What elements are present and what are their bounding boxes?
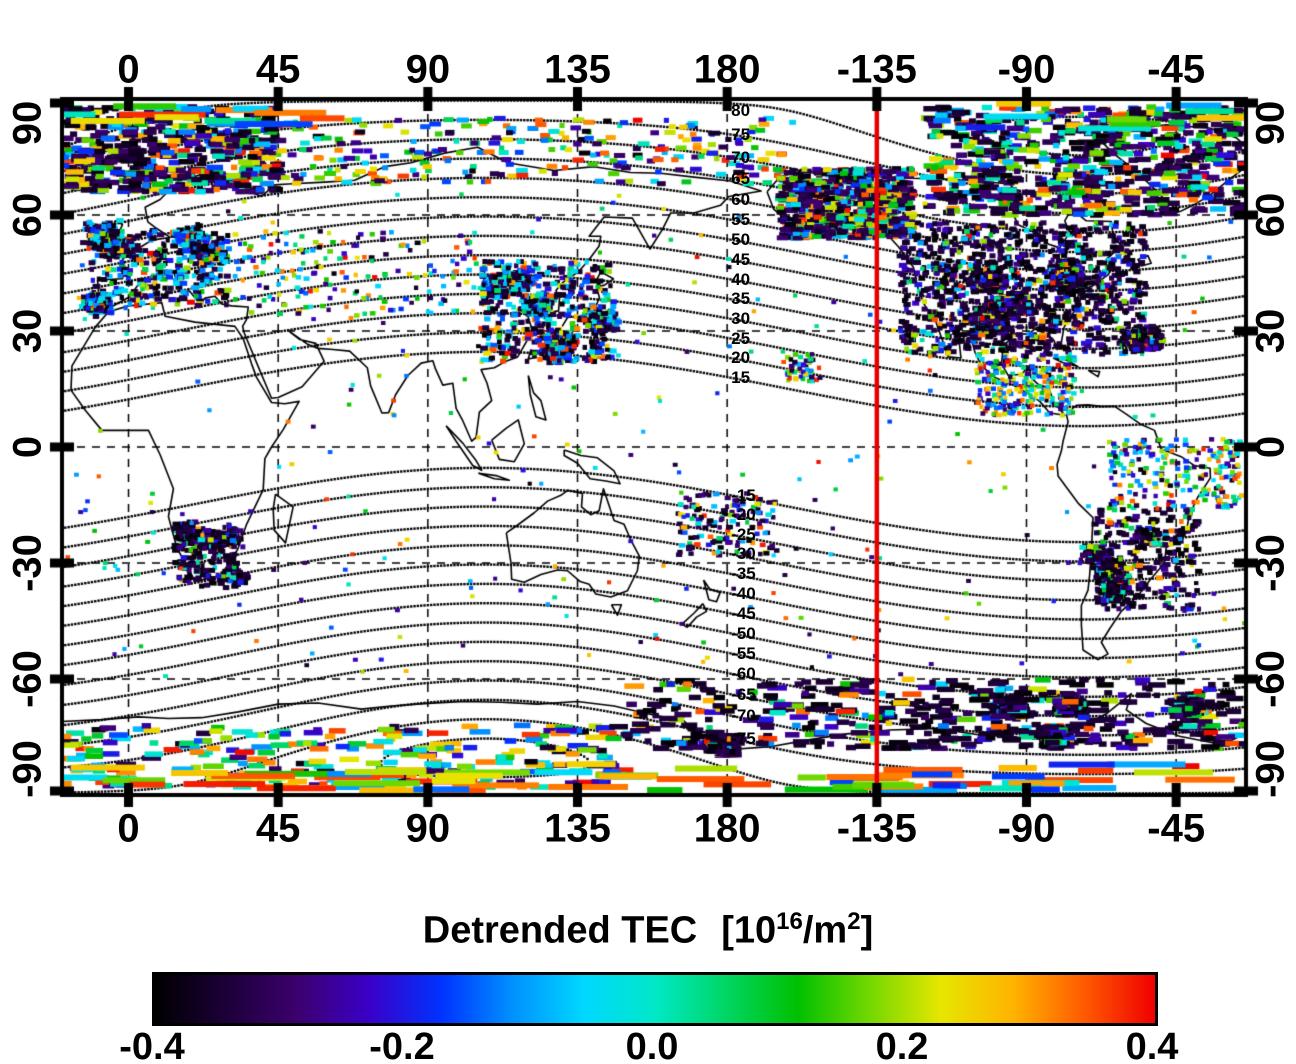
lon-tick-label-top: -135 [836,47,917,92]
contour-label: -65 [731,684,756,704]
lat-tick-label-left: -30 [5,534,50,592]
lon-tick-label-top: 45 [255,47,301,92]
contour-label: -30 [731,544,756,564]
contour-label: -70 [731,705,756,725]
contour-label: -25 [731,524,756,544]
lat-tick-label-left: 60 [5,192,50,238]
contour-label: 75 [731,124,751,144]
lat-tick-label-left: 30 [5,308,50,354]
contour-label: 45 [731,249,751,269]
contour-label: 20 [731,348,751,368]
units-mantissa: 10 [733,909,777,952]
units-unit-exponent: 2 [847,908,861,935]
lon-tick-label-top: 180 [693,47,761,92]
colorbar-label: Detrended TEC [422,909,698,952]
contour-label: -60 [731,663,756,683]
lon-tick-label-bottom: 45 [255,806,301,851]
lon-tick-label-top: 90 [405,47,451,92]
colorbar-gradient [152,972,1158,1026]
contour-label: 55 [731,209,751,229]
units-open-bracket: [ [721,909,734,952]
contour-label: 60 [731,189,751,209]
lat-tick-label-right: -90 [1248,740,1293,798]
lon-tick-label-bottom: 90 [405,806,451,851]
contour-label: 25 [731,328,751,348]
colorbar-tick-label: -0.4 [119,1026,185,1064]
lat-tick-label-left: -60 [5,650,50,708]
contour-label: 50 [731,229,751,249]
colorbar-tick-label: -0.2 [369,1026,435,1064]
contour-label: 15 [731,367,751,387]
lon-tick-label-bottom: -135 [836,806,917,851]
lat-tick-label-left: -90 [5,740,50,798]
units-close-bracket: ] [860,909,874,952]
lat-tick-label-right: -30 [1248,534,1293,592]
contour-label: -40 [731,583,756,603]
contour-label: -50 [731,623,756,643]
colorbar-title: Detrended TEC [1016/m2] [0,908,1296,953]
contour-label: 70 [731,147,751,167]
lon-tick-label-top: -45 [1147,47,1206,92]
colorbar-tick-label: 0.4 [1125,1026,1179,1064]
colorbar-tick-label: 0.2 [875,1026,929,1064]
lon-tick-label-bottom: -90 [997,806,1056,851]
colorbar-tick-label: 0.0 [625,1026,679,1064]
contour-label: -15 [731,485,756,505]
contour-label: 35 [731,289,751,309]
lon-tick-label-bottom: 135 [544,806,611,851]
contour-label: -55 [731,643,756,663]
lat-tick-label-left: 0 [5,435,50,459]
units-per: /m [802,909,848,952]
lon-tick-label-bottom: -45 [1147,806,1206,851]
contour-label: 65 [731,168,751,188]
contour-label: 40 [731,269,751,289]
contour-label: 30 [731,309,751,329]
lat-tick-label-right: 0 [1248,435,1293,459]
lon-tick-label-top: 135 [544,47,611,92]
lon-tick-label-bottom: 0 [117,806,140,851]
lon-tick-label-top: -90 [997,47,1056,92]
lat-tick-label-right: 30 [1248,308,1293,354]
contour-label: -35 [731,564,756,584]
contour-label: -75 [731,728,756,748]
units-exponent: 16 [776,908,803,935]
lat-tick-label-right: 90 [1248,100,1293,146]
lat-tick-label-left: 90 [5,100,50,146]
contour-label: -20 [731,505,756,525]
contour-label: -45 [731,603,756,623]
lat-tick-label-right: 60 [1248,192,1293,238]
lon-tick-label-bottom: 180 [693,806,761,851]
contour-label: 80 [731,101,751,120]
lat-tick-label-right: -60 [1248,650,1293,708]
lon-tick-label-top: 0 [117,47,140,92]
